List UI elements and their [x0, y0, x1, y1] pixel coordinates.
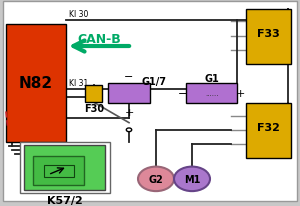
Text: F30: F30 — [84, 104, 104, 114]
Text: KI 30: KI 30 — [69, 10, 88, 19]
Bar — [108, 83, 150, 104]
Text: K57/2: K57/2 — [46, 195, 82, 205]
Text: +: + — [236, 89, 245, 98]
Text: F33: F33 — [257, 29, 280, 39]
Text: G1: G1 — [204, 73, 219, 83]
Text: CAN-B: CAN-B — [77, 33, 121, 46]
Text: −: − — [178, 89, 187, 98]
Bar — [6, 24, 66, 142]
Text: +: + — [124, 108, 134, 118]
Bar — [246, 104, 291, 159]
Bar — [24, 145, 105, 190]
Text: KI 31: KI 31 — [69, 78, 88, 88]
Bar — [44, 165, 74, 177]
Bar — [246, 10, 291, 65]
Text: M1: M1 — [184, 174, 200, 184]
Text: G1/7: G1/7 — [142, 76, 167, 86]
Circle shape — [174, 167, 210, 191]
Text: G2: G2 — [148, 174, 164, 184]
Text: ......: ...... — [205, 91, 218, 97]
Bar — [186, 83, 237, 104]
Circle shape — [138, 167, 174, 191]
Circle shape — [126, 128, 132, 132]
Text: N82: N82 — [19, 76, 53, 91]
Text: −: − — [124, 71, 134, 81]
Bar — [33, 157, 84, 185]
Text: F32: F32 — [257, 122, 280, 132]
Bar — [85, 85, 102, 103]
Bar — [20, 142, 110, 193]
